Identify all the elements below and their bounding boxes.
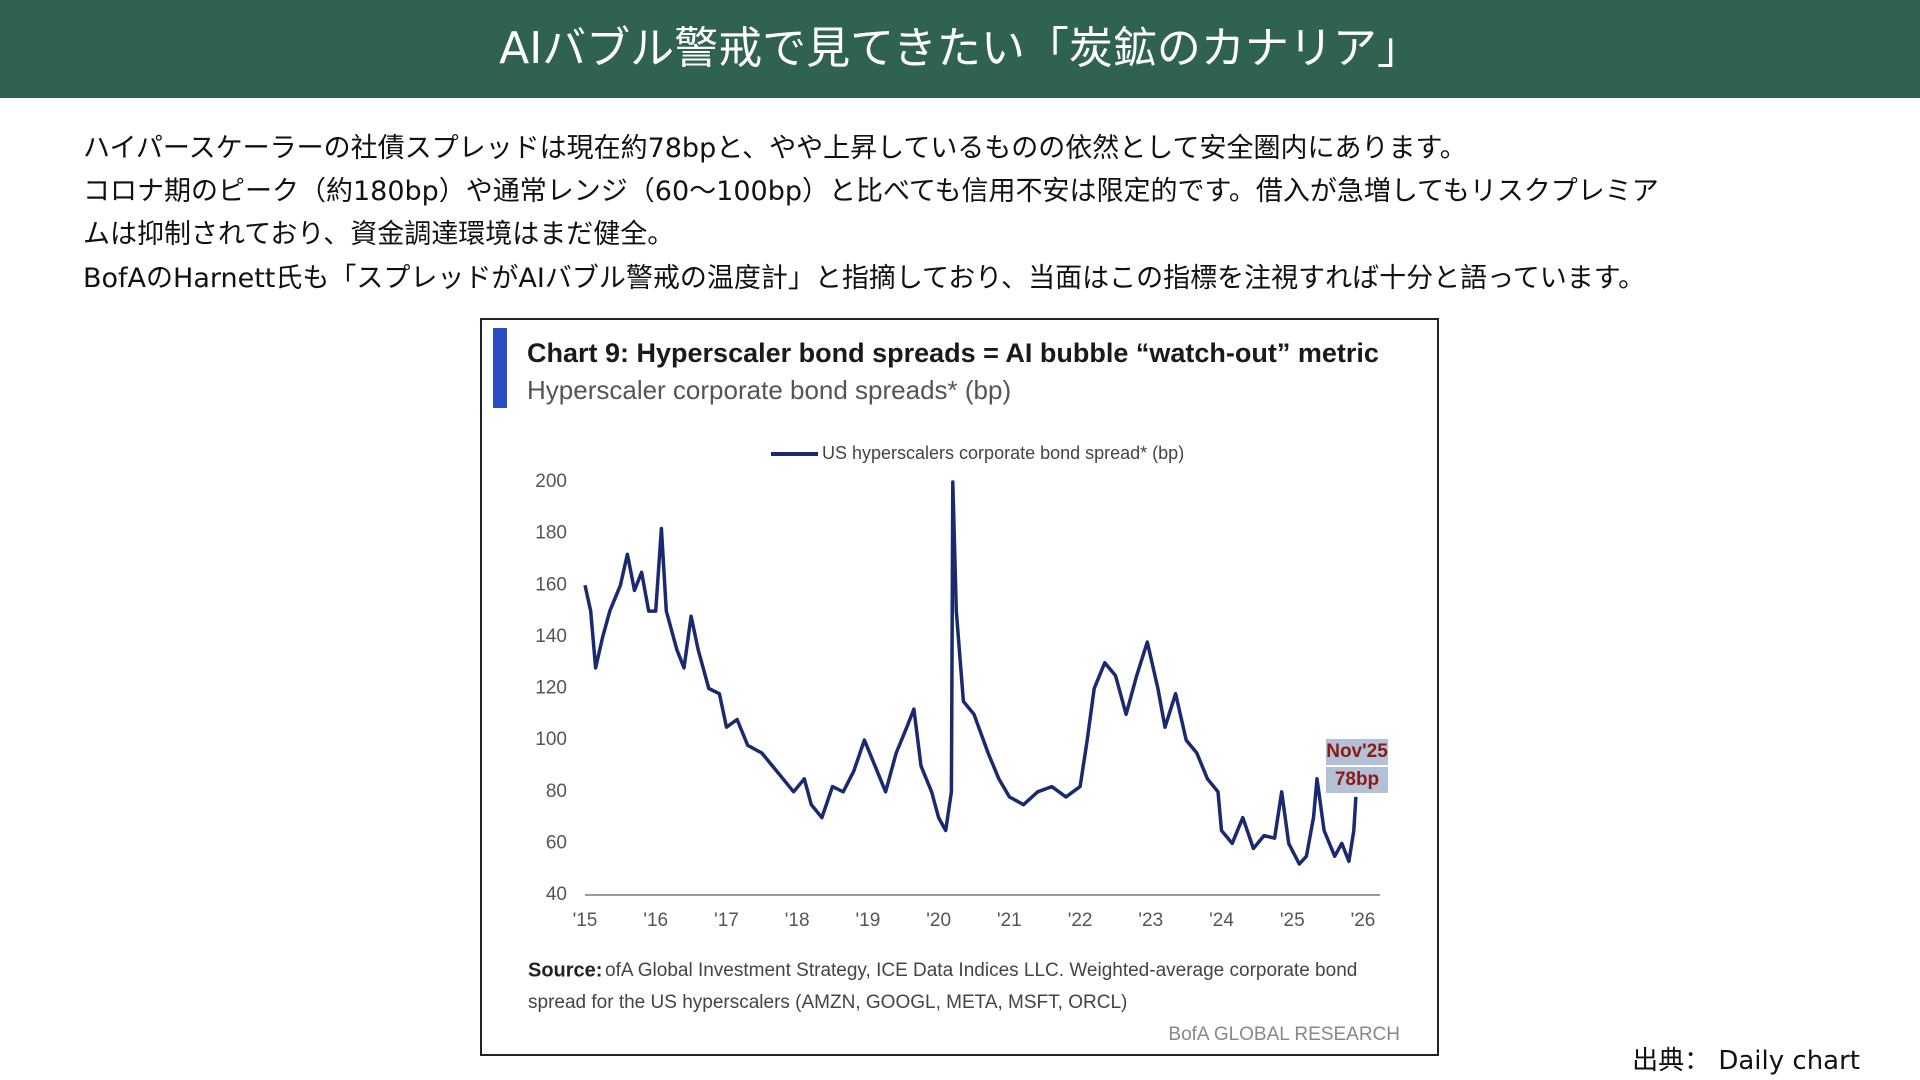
y-tick-label: 160: [535, 574, 567, 595]
body-line: コロナ期のピーク（約180bp）や通常レンジ（60〜100bp）と比べても信用不…: [83, 176, 1659, 207]
x-tick-label: '21: [997, 910, 1022, 931]
accent-bar: [493, 328, 507, 408]
annotation-bg: [1326, 767, 1388, 793]
y-tick-label: 140: [535, 626, 567, 647]
branding: BofA GLOBAL RESEARCH: [1168, 1024, 1400, 1045]
x-tick-label: '17: [714, 910, 739, 931]
y-tick-label: 100: [535, 729, 567, 750]
y-tick-label: 200: [535, 471, 567, 492]
annotation: Nov'25: [1326, 741, 1388, 762]
source-text: spread for the US hyperscalers (AMZN, GO…: [528, 992, 1127, 1013]
x-tick-label: '24: [1209, 910, 1234, 931]
y-tick-label: 180: [535, 523, 567, 544]
y-tick-label: 120: [535, 678, 567, 699]
y-tick-label: 60: [546, 832, 567, 853]
body-line: ムは抑制されており、資金調達環境はまだ健全。: [83, 219, 675, 250]
x-tick-label: '23: [1138, 910, 1163, 931]
x-tick-label: '22: [1068, 910, 1093, 931]
header-title: AIバブル警戒で見てきたい「炭鉱のカナリア」: [0, 0, 1920, 98]
source-text: ofA Global Investment Strategy, ICE Data…: [605, 960, 1357, 981]
source-label: Source:: [528, 959, 602, 981]
x-tick-label: '16: [643, 910, 668, 931]
legend-label: US hyperscalers corporate bond spread* (…: [822, 443, 1184, 463]
x-tick-label: '20: [926, 910, 951, 931]
annotation: 78bp: [1335, 769, 1379, 790]
series-line: [583, 480, 1358, 866]
chart-frame: [480, 318, 1439, 1056]
credit: 出典： Daily chart: [1632, 1046, 1860, 1076]
chart-subtitle: Hyperscaler corporate bond spreads* (bp): [527, 375, 1011, 405]
body-line: BofAのHarnett氏も「スプレッドがAIバブル警戒の温度計」と指摘しており…: [83, 263, 1646, 294]
x-tick-label: '18: [785, 910, 810, 931]
chart-title: Chart 9: Hyperscaler bond spreads = AI b…: [527, 338, 1379, 368]
y-tick-label: 40: [546, 884, 567, 905]
x-tick-label: '25: [1280, 910, 1305, 931]
annotation-bg: [1326, 739, 1388, 765]
x-tick-label: '19: [856, 910, 881, 931]
y-tick-label: 80: [546, 781, 567, 802]
x-tick-label: '15: [573, 910, 598, 931]
x-tick-label: '26: [1351, 910, 1376, 931]
body-line: ハイパースケーラーの社債スプレッドは現在約78bpと、やや上昇しているものの依然…: [83, 133, 1467, 164]
